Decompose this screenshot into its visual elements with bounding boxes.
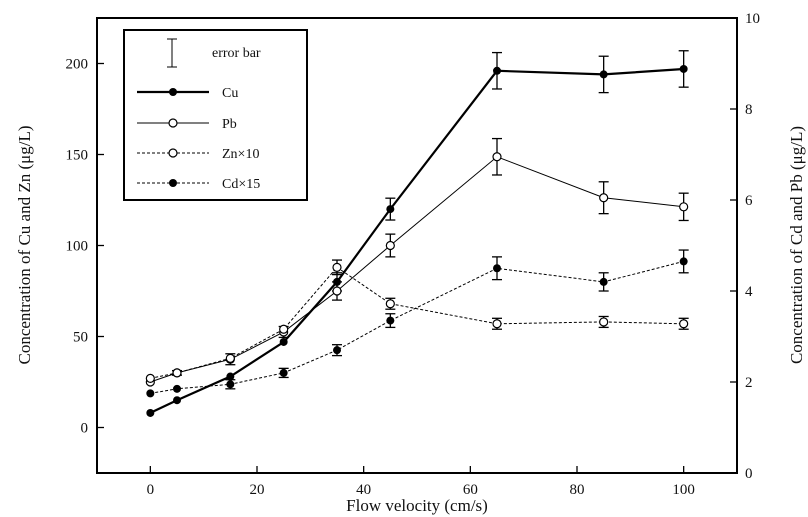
data-point-cu	[599, 70, 608, 79]
data-point-cd-15	[679, 257, 688, 266]
data-point-cu	[493, 66, 501, 75]
y-left-tick-label: 0	[81, 421, 89, 437]
data-point-zn-10	[279, 324, 289, 334]
data-point-cu	[679, 64, 688, 73]
data-point-zn-10	[492, 319, 502, 329]
data-point-cd-15	[146, 389, 155, 398]
series-zn-10	[145, 259, 689, 383]
legend-sample-cd	[137, 179, 209, 187]
y-right-tick-label: 4	[745, 284, 753, 300]
data-point-cu	[386, 205, 395, 214]
data-point-cd-15	[226, 380, 235, 389]
data-point-cd-15	[173, 384, 181, 393]
legend-label-pb: Pb	[222, 117, 237, 132]
data-point-zn-10	[679, 319, 689, 329]
data-series	[145, 50, 689, 417]
data-point-cd-15	[279, 368, 288, 377]
series-cd-15	[146, 249, 689, 398]
data-point-cd-15	[599, 277, 608, 286]
data-point-pb	[385, 240, 395, 251]
legend-sample-cu	[137, 88, 209, 96]
x-tick-label: 100	[672, 482, 695, 498]
legend-error-bar-sample	[167, 38, 177, 68]
y-right-tick-label: 10	[745, 11, 760, 27]
data-point-zn-10	[172, 368, 182, 378]
x-tick-label: 20	[250, 482, 265, 498]
data-point-cd-15	[493, 264, 501, 273]
data-point-cu	[173, 396, 181, 405]
data-point-zn-10	[145, 373, 155, 383]
data-point-zn-10	[332, 262, 342, 272]
axes-ticks: 0 20 40 60 80 100 0 50 100 150 200 0 2 4 6 8 10	[66, 11, 761, 498]
legend-box	[123, 29, 308, 201]
data-point-zn-10	[225, 353, 235, 363]
x-tick-label: 40	[356, 482, 371, 498]
y-right-tick-label: 0	[745, 466, 753, 482]
legend-label-zn: Zn×10	[222, 147, 259, 162]
y-axis-title-right: Concentration of Cd and Pb (μg/L)	[787, 126, 806, 364]
data-point-pb	[679, 202, 689, 212]
x-tick-label: 0	[147, 482, 155, 498]
x-tick-label: 80	[570, 482, 585, 498]
data-point-pb	[332, 286, 342, 296]
data-point-cu	[146, 408, 155, 417]
data-point-cd-15	[386, 316, 395, 325]
y-right-tick-label: 6	[745, 193, 753, 209]
y-right-tick-label: 2	[745, 375, 753, 391]
y-left-tick-label: 200	[66, 57, 89, 73]
data-point-cu	[279, 337, 288, 346]
x-axis-title: Flow velocity (cm/s)	[346, 496, 488, 515]
legend-label-error-bar: error bar	[212, 46, 261, 61]
data-point-zn-10	[385, 299, 395, 309]
y-left-tick-label: 150	[66, 148, 89, 164]
y-left-tick-label: 100	[66, 239, 89, 255]
legend-label-cu: Cu	[222, 86, 238, 101]
y-left-tick-label: 50	[73, 330, 88, 346]
legend: error bar Cu Pb Zn×10 Cd×15	[123, 29, 308, 201]
y-right-tick-label: 8	[745, 102, 753, 118]
data-point-pb	[599, 193, 609, 203]
data-point-cu	[226, 372, 235, 381]
legend-label-cd: Cd×15	[222, 177, 260, 192]
legend-sample-pb	[137, 118, 209, 128]
data-point-cd-15	[333, 346, 341, 355]
data-point-pb	[492, 152, 502, 162]
x-tick-label: 60	[463, 482, 478, 498]
data-point-zn-10	[599, 317, 609, 327]
legend-sample-zn	[137, 148, 209, 158]
y-axis-title-left: Concentration of Cu and Zn (μg/L)	[15, 125, 34, 364]
